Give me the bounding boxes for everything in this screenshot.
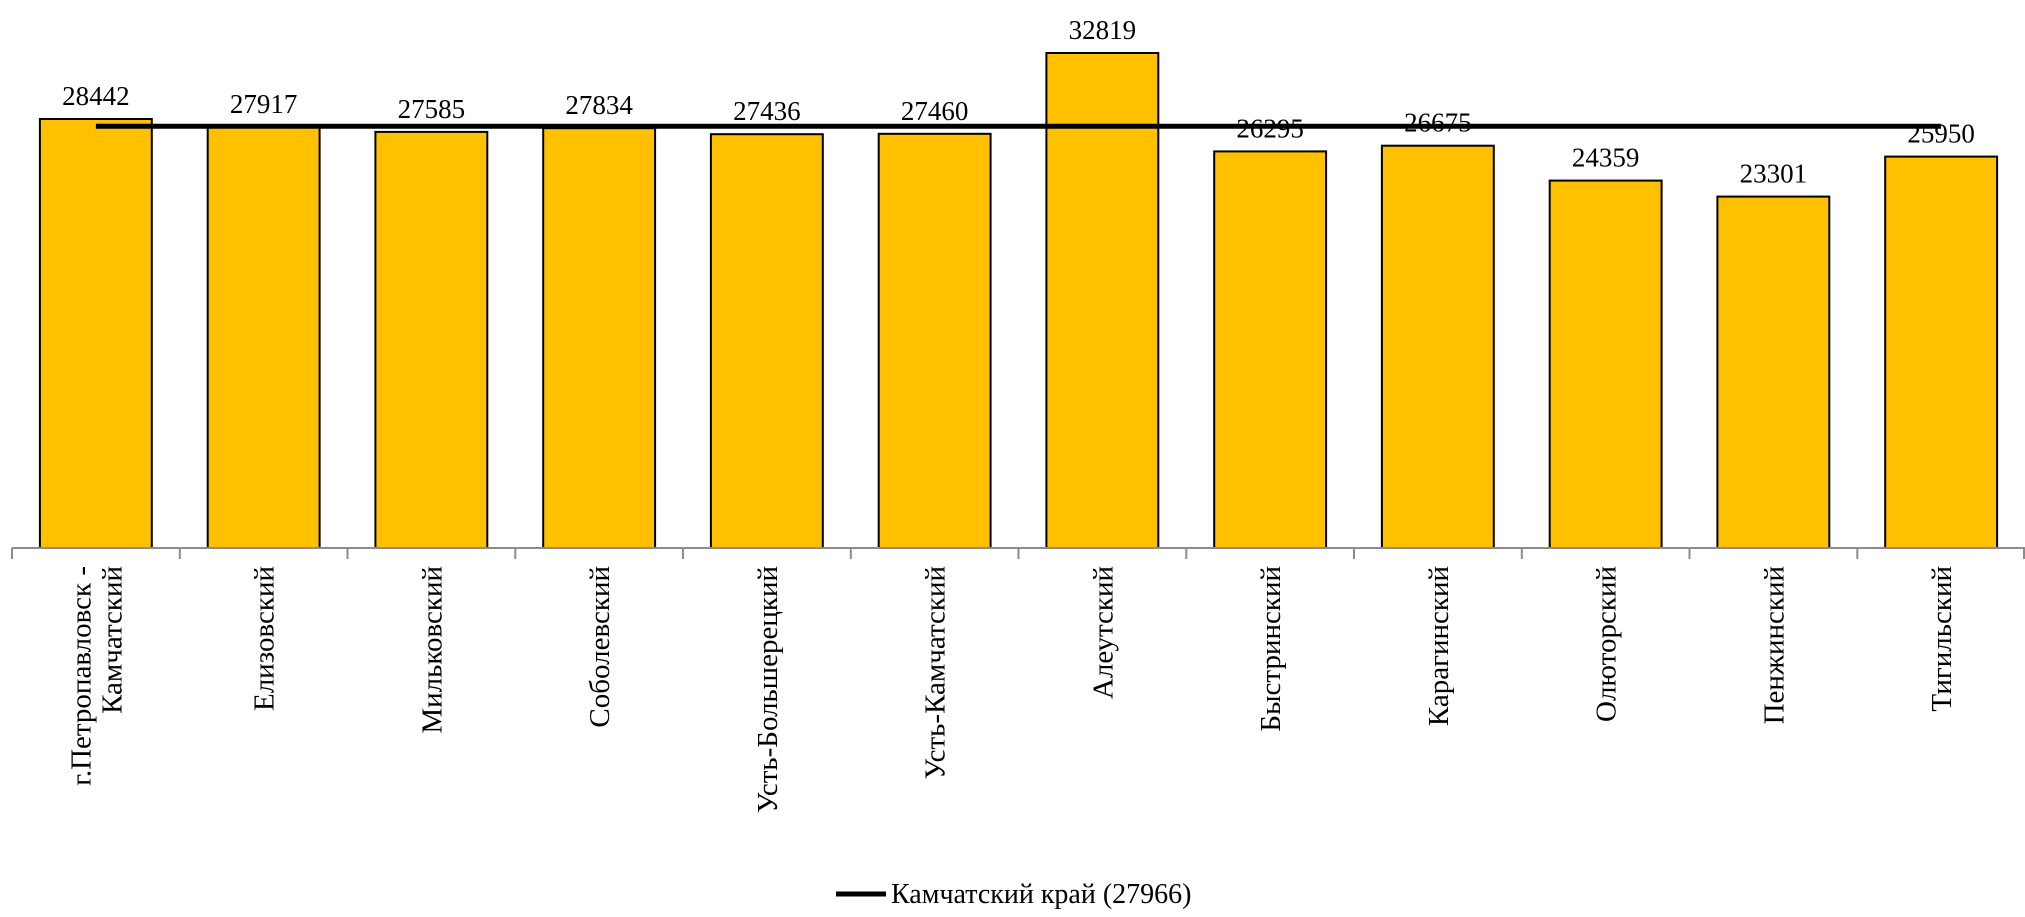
bar xyxy=(1380,144,1495,549)
legend-label: Камчатский край (27966) xyxy=(891,879,1191,910)
data-label: 23301 xyxy=(1740,159,1808,189)
data-label: 27436 xyxy=(733,96,801,126)
x-tick-label: Соболевский xyxy=(584,566,616,728)
bar xyxy=(1548,179,1663,549)
bar xyxy=(1213,150,1328,549)
bar xyxy=(877,132,992,550)
bar xyxy=(206,125,321,550)
x-tick-label: Тигильский xyxy=(1926,566,1958,712)
bar xyxy=(709,133,824,549)
bars-layer xyxy=(38,52,1999,550)
x-tick-label: Пенжинский xyxy=(1759,566,1791,724)
data-label: 24359 xyxy=(1572,143,1640,173)
bar xyxy=(1716,195,1831,549)
data-label: 26295 xyxy=(1236,113,1304,143)
x-tick-label: Карагинский xyxy=(1423,566,1455,726)
x-tick-label: Усть-Большерецкий xyxy=(752,566,784,813)
x-tick-label: Олюторский xyxy=(1591,566,1623,722)
bar xyxy=(542,127,657,549)
bar xyxy=(1884,155,1999,549)
data-label: 32819 xyxy=(1069,15,1137,45)
x-tick-labels-layer: г.Петропавловск -Камчатский Елизовский Мил… xyxy=(65,566,1958,813)
x-axis xyxy=(11,547,2025,559)
data-label: 25950 xyxy=(1907,119,1975,149)
x-tick-label: Быстринский xyxy=(1255,566,1287,732)
data-label: 27917 xyxy=(230,89,298,119)
x-tick-label: Алеутский xyxy=(1088,566,1120,699)
data-label: 28442 xyxy=(62,81,130,111)
data-label: 27834 xyxy=(565,90,633,120)
x-tick-label: Усть-Камчатский xyxy=(920,566,952,779)
x-tick-label: г.Петропавловск -Камчатский xyxy=(65,566,128,786)
data-labels-layer: 28442 27917 27585 27834 27436 27460 32819 26295… xyxy=(62,15,1975,189)
data-label: 26675 xyxy=(1404,108,1472,138)
data-label: 27460 xyxy=(901,96,969,126)
data-label: 27585 xyxy=(398,94,466,124)
x-tick-label: Мильковский xyxy=(417,566,449,734)
bar xyxy=(374,130,489,549)
x-tick-label: Елизовский xyxy=(249,566,281,711)
legend: Камчатский край (27966) xyxy=(836,879,1191,910)
bar xyxy=(38,118,153,549)
